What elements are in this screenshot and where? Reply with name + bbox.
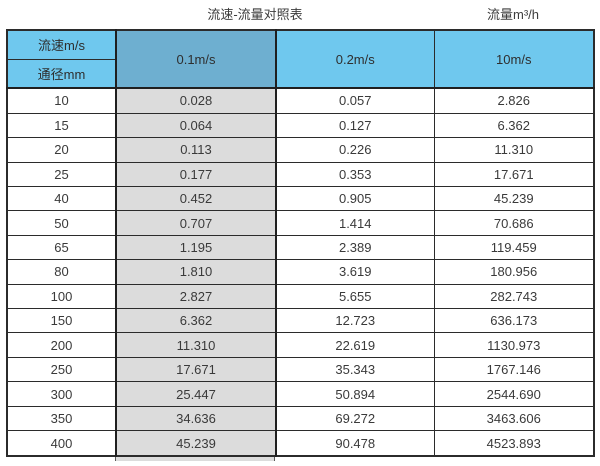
page-title: 流速-流量对照表 [207,7,303,22]
flow-rate-table: 流速m/s 0.1m/s 0.2m/s 10m/s 通径mm 10 0.028 0.… [6,29,595,457]
flow-value-cell: 70.686 [433,210,595,236]
diameter-cell: 80 [6,259,117,285]
flow-value-cell: 1.810 [115,259,277,285]
diameter-cell: 300 [6,381,117,407]
header-velocity-0-1: 0.1m/s [115,29,277,89]
flow-value-cell: 0.028 [115,87,277,114]
flow-value-cell: 0.905 [275,185,435,212]
flow-value-cell: 6.362 [115,308,277,334]
flow-value-cell: 0.127 [275,112,435,139]
table-header: 流速m/s 0.1m/s 0.2m/s 10m/s 通径mm [6,29,595,89]
header-velocity-label: 流速m/s [6,29,117,60]
flow-value-cell: 17.671 [433,161,595,187]
flow-value-cell: 119.459 [433,234,595,261]
flow-value-cell: 25.447 [115,381,277,407]
flow-value-cell: 11.310 [433,137,595,163]
table-row: 20 0.113 0.226 11.310 [6,137,595,163]
flow-value-cell: 0.113 [115,137,277,163]
table-row: 40 0.452 0.905 45.239 [6,185,595,212]
flow-value-cell: 50.894 [275,381,435,407]
table-row: 250 17.671 35.343 1767.146 [6,356,595,383]
flow-value-cell: 17.671 [115,356,277,383]
table-row: 100 2.827 5.655 282.743 [6,283,595,310]
flow-value-cell: 1.195 [115,234,277,261]
diameter-cell: 40 [6,185,117,212]
diameter-cell: 350 [6,405,117,432]
flow-value-cell: 0.177 [115,161,277,187]
flow-value-cell: 2.826 [433,87,595,114]
flow-value-cell: 6.362 [433,112,595,139]
flow-value-cell: 34.636 [115,405,277,432]
table-body: 10 0.028 0.057 2.826 15 0.064 0.127 6.362 20 0.11… [6,87,595,457]
flow-value-cell: 2.389 [275,234,435,261]
flow-value-cell: 35.343 [275,356,435,383]
table-row: 400 45.239 90.478 4523.893 [6,430,595,457]
diameter-cell: 400 [6,430,117,457]
flow-value-cell: 3.619 [275,259,435,285]
diameter-cell: 10 [6,87,117,114]
flow-value-cell: 1767.146 [433,356,595,383]
diameter-cell: 65 [6,234,117,261]
flow-value-cell: 4523.893 [433,430,595,457]
table-row: 10 0.028 0.057 2.826 [6,87,595,114]
table-row: 25 0.177 0.353 17.671 [6,161,595,187]
diameter-cell: 15 [6,112,117,139]
flow-value-cell: 5.655 [275,283,435,310]
diameter-cell: 150 [6,308,117,334]
table-row: 200 11.310 22.619 1130.973 [6,332,595,358]
flow-value-cell: 1130.973 [433,332,595,358]
flow-value-cell: 12.723 [275,308,435,334]
flow-value-cell: 0.707 [115,210,277,236]
table-row: 150 6.362 12.723 636.173 [6,308,595,334]
flow-value-cell: 180.956 [433,259,595,285]
flow-value-cell: 282.743 [433,283,595,310]
table-row: 65 1.195 2.389 119.459 [6,234,595,261]
flow-unit-label: 流量m³/h [487,7,540,22]
flow-value-cell: 1.414 [275,210,435,236]
flow-value-cell: 2.827 [115,283,277,310]
flow-value-cell: 11.310 [115,332,277,358]
diameter-cell: 50 [6,210,117,236]
flow-value-cell: 0.353 [275,161,435,187]
table-row: 300 25.447 50.894 2544.690 [6,381,595,407]
flow-value-cell: 0.057 [275,87,435,114]
header-velocity-0-2: 0.2m/s [275,29,435,89]
gray-column-tail [115,457,275,461]
header-velocity-10: 10m/s [433,29,595,89]
flow-value-cell: 0.452 [115,185,277,212]
header-diameter-label: 通径mm [6,58,117,89]
flow-value-cell: 69.272 [275,405,435,432]
flow-value-cell: 2544.690 [433,381,595,407]
diameter-cell: 100 [6,283,117,310]
diameter-cell: 20 [6,137,117,163]
flow-value-cell: 22.619 [275,332,435,358]
flow-value-cell: 636.173 [433,308,595,334]
diameter-cell: 250 [6,356,117,383]
table-row: 80 1.810 3.619 180.956 [6,259,595,285]
table-row: 350 34.636 69.272 3463.606 [6,405,595,432]
flow-value-cell: 3463.606 [433,405,595,432]
flow-value-cell: 0.226 [275,137,435,163]
table-row: 15 0.064 0.127 6.362 [6,112,595,139]
flow-value-cell: 45.239 [433,185,595,212]
diameter-cell: 25 [6,161,117,187]
table-row: 50 0.707 1.414 70.686 [6,210,595,236]
diameter-cell: 200 [6,332,117,358]
flow-value-cell: 0.064 [115,112,277,139]
flow-value-cell: 45.239 [115,430,277,457]
flow-value-cell: 90.478 [275,430,435,457]
